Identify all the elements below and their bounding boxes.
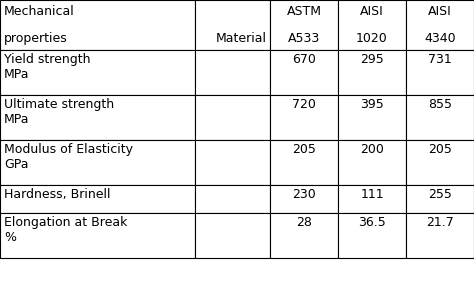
Text: 205: 205 (428, 143, 452, 156)
Bar (270, 185, 338, 213)
Bar (0, 185, 195, 213)
Text: 855: 855 (428, 98, 452, 111)
Bar (0, 0, 195, 50)
Bar (195, 50, 270, 95)
Text: AISI: AISI (428, 5, 452, 18)
Bar (338, 95, 406, 140)
Bar (195, 0, 270, 50)
Bar (270, 95, 338, 140)
Text: 720: 720 (292, 98, 316, 111)
Text: properties: properties (4, 32, 68, 45)
Bar (195, 185, 270, 213)
Text: 731: 731 (428, 53, 452, 66)
Text: Modulus of Elasticity
GPa: Modulus of Elasticity GPa (4, 143, 133, 171)
Text: 4340: 4340 (424, 32, 456, 45)
Text: 255: 255 (428, 188, 452, 201)
Text: Hardness, Brinell: Hardness, Brinell (4, 188, 110, 201)
Bar (338, 185, 406, 213)
Bar (406, 0, 474, 50)
Bar (338, 0, 406, 50)
Text: Ultimate strength
MPa: Ultimate strength MPa (4, 98, 114, 126)
Text: ASTM: ASTM (286, 5, 321, 18)
Text: 36.5: 36.5 (358, 216, 386, 229)
Bar (270, 0, 338, 50)
Text: 200: 200 (360, 143, 384, 156)
Text: 28: 28 (296, 216, 312, 229)
Text: 21.7: 21.7 (426, 216, 454, 229)
Text: 670: 670 (292, 53, 316, 66)
Bar (338, 140, 406, 185)
Text: Yield strength
MPa: Yield strength MPa (4, 53, 91, 81)
Bar (270, 50, 338, 95)
Bar (0, 50, 195, 95)
Bar (406, 50, 474, 95)
Bar (406, 213, 474, 258)
Bar (406, 185, 474, 213)
Bar (338, 213, 406, 258)
Bar (270, 213, 338, 258)
Text: 111: 111 (360, 188, 384, 201)
Bar (195, 213, 270, 258)
Text: Elongation at Break
%: Elongation at Break % (4, 216, 128, 244)
Bar (270, 140, 338, 185)
Bar (195, 140, 270, 185)
Bar (338, 50, 406, 95)
Text: Mechanical: Mechanical (4, 5, 75, 18)
Bar (195, 95, 270, 140)
Text: 205: 205 (292, 143, 316, 156)
Bar (406, 140, 474, 185)
Text: A533: A533 (288, 32, 320, 45)
Bar (0, 213, 195, 258)
Bar (0, 140, 195, 185)
Text: Material: Material (216, 32, 267, 45)
Text: 295: 295 (360, 53, 384, 66)
Bar (0, 95, 195, 140)
Text: 230: 230 (292, 188, 316, 201)
Text: 395: 395 (360, 98, 384, 111)
Text: AISI: AISI (360, 5, 384, 18)
Bar (406, 95, 474, 140)
Text: 1020: 1020 (356, 32, 388, 45)
